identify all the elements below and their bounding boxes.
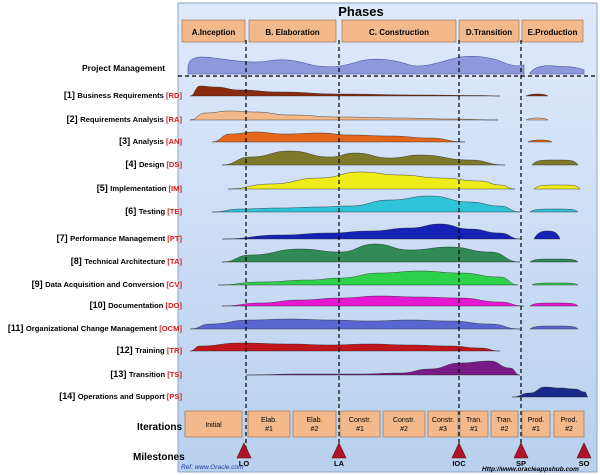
project-management-label: Project Management xyxy=(82,63,165,73)
discipline-curve xyxy=(245,360,521,376)
iteration-box xyxy=(490,410,519,438)
iteration-label: Initial xyxy=(205,422,222,429)
iteration-label: #1 xyxy=(356,426,364,433)
iteration-box xyxy=(521,410,551,438)
discipline-curve-production xyxy=(527,139,553,143)
milestones-label: Milestones xyxy=(133,452,185,463)
milestone-marker xyxy=(576,442,592,459)
discipline-curve xyxy=(221,295,525,307)
discipline-label: [8] Technical Architecture [TA] xyxy=(71,256,183,266)
iteration-label: Tran. xyxy=(496,417,512,424)
milestone-marker xyxy=(331,442,347,459)
iteration-label: #2 xyxy=(400,426,408,433)
milestone-label: LO xyxy=(239,459,250,468)
iteration-label: #2 xyxy=(311,426,319,433)
phase-box xyxy=(248,19,337,43)
phase-label: D.Transition xyxy=(466,28,512,37)
discipline-curve-production xyxy=(533,230,561,240)
discipline-curve-production xyxy=(533,184,581,190)
discipline-curve-production xyxy=(525,117,549,121)
iterations-label: Iterations xyxy=(137,422,182,433)
iteration-box xyxy=(382,410,426,438)
phase-label: C. Construction xyxy=(369,28,429,37)
discipline-curve xyxy=(211,131,466,143)
phase-label: E.Production xyxy=(528,28,578,37)
iteration-label: #1 xyxy=(470,426,478,433)
iteration-label: #2 xyxy=(565,426,573,433)
discipline-curve xyxy=(221,243,521,263)
discipline-curve-production xyxy=(529,258,579,263)
phase-box xyxy=(181,19,246,43)
milestone-marker xyxy=(236,442,252,459)
iteration-label: #2 xyxy=(501,426,509,433)
milestone-label: SO xyxy=(579,459,590,468)
iteration-label: Tran. xyxy=(466,417,482,424)
iteration-box xyxy=(459,410,489,438)
iteration-label: #1 xyxy=(532,426,540,433)
discipline-label: [3] Analysis [AN] xyxy=(119,136,182,146)
discipline-curve xyxy=(211,195,521,213)
discipline-label: [9] Data Acquisition and Conversion [CV] xyxy=(32,279,183,289)
discipline-label: [14] Operations and Support [PS] xyxy=(59,391,182,401)
discipline-label: [11] Organizational Change Management [O… xyxy=(8,323,183,333)
project-management-curve xyxy=(187,56,525,75)
iteration-box xyxy=(292,410,337,438)
discipline-curve-production xyxy=(531,159,579,166)
iteration-label: #3 xyxy=(439,426,447,433)
iteration-box xyxy=(553,410,585,438)
milestone-label: LA xyxy=(334,459,345,468)
discipline-label: [12] Training [TR] xyxy=(117,345,183,355)
discipline-label: [5] Implementation [IM] xyxy=(97,183,183,193)
discipline-curve xyxy=(189,85,501,97)
phases-title: Phases xyxy=(338,4,384,19)
milestone-label: IOC xyxy=(452,459,466,468)
discipline-curve xyxy=(189,342,501,352)
credit-right: Http://www.oracleappshub.com xyxy=(482,466,579,473)
discipline-label: [4] Design [DS] xyxy=(125,159,182,169)
discipline-label: [13] Transition [TS] xyxy=(110,369,182,379)
discipline-curve-production xyxy=(531,282,579,286)
discipline-curve xyxy=(511,386,589,398)
discipline-curve xyxy=(217,270,519,286)
discipline-label: [10] Documentation [DO] xyxy=(90,300,183,310)
iteration-label: Elab. xyxy=(307,417,323,424)
phase-label: B. Elaboration xyxy=(265,28,319,37)
iteration-label: Constr. xyxy=(349,417,371,424)
discipline-curve-production xyxy=(529,325,579,330)
iteration-label: Elab. xyxy=(261,417,277,424)
discipline-curve xyxy=(189,110,499,121)
iteration-label: Prod. xyxy=(561,417,578,424)
discipline-label: [2] Requirements Analysis [RA] xyxy=(67,114,183,124)
phase-label: A.Inception xyxy=(192,28,236,37)
discipline-label: [1] Business Requirements [RD] xyxy=(64,90,183,100)
credit-left: Ref: www.Oracle.com xyxy=(181,464,244,471)
phase-box xyxy=(458,19,520,43)
iteration-label: Constr. xyxy=(432,417,454,424)
iteration-label: #1 xyxy=(265,426,273,433)
milestone-marker xyxy=(451,442,467,459)
discipline-curve-production xyxy=(525,93,549,97)
phase-box xyxy=(341,19,457,43)
iteration-label: Constr. xyxy=(393,417,415,424)
discipline-label: [6] Testing [TE] xyxy=(125,206,182,216)
phase-boundaries xyxy=(245,40,522,450)
milestone-marker xyxy=(513,442,529,459)
project-management-curve-production xyxy=(529,65,585,75)
milestone-label: SP xyxy=(516,459,526,468)
discipline-label: [7] Performance Management [PT] xyxy=(57,233,183,243)
iteration-label: Prod. xyxy=(528,417,545,424)
iteration-box xyxy=(427,410,459,438)
discipline-curve-production xyxy=(529,208,579,213)
discipline-curve xyxy=(227,171,516,190)
discipline-curve xyxy=(189,318,521,330)
iteration-box xyxy=(339,410,381,438)
iteration-box xyxy=(184,410,243,438)
discipline-curve xyxy=(221,223,521,240)
iteration-box xyxy=(247,410,291,438)
phase-box xyxy=(521,19,584,43)
discipline-curve-production xyxy=(529,302,579,307)
